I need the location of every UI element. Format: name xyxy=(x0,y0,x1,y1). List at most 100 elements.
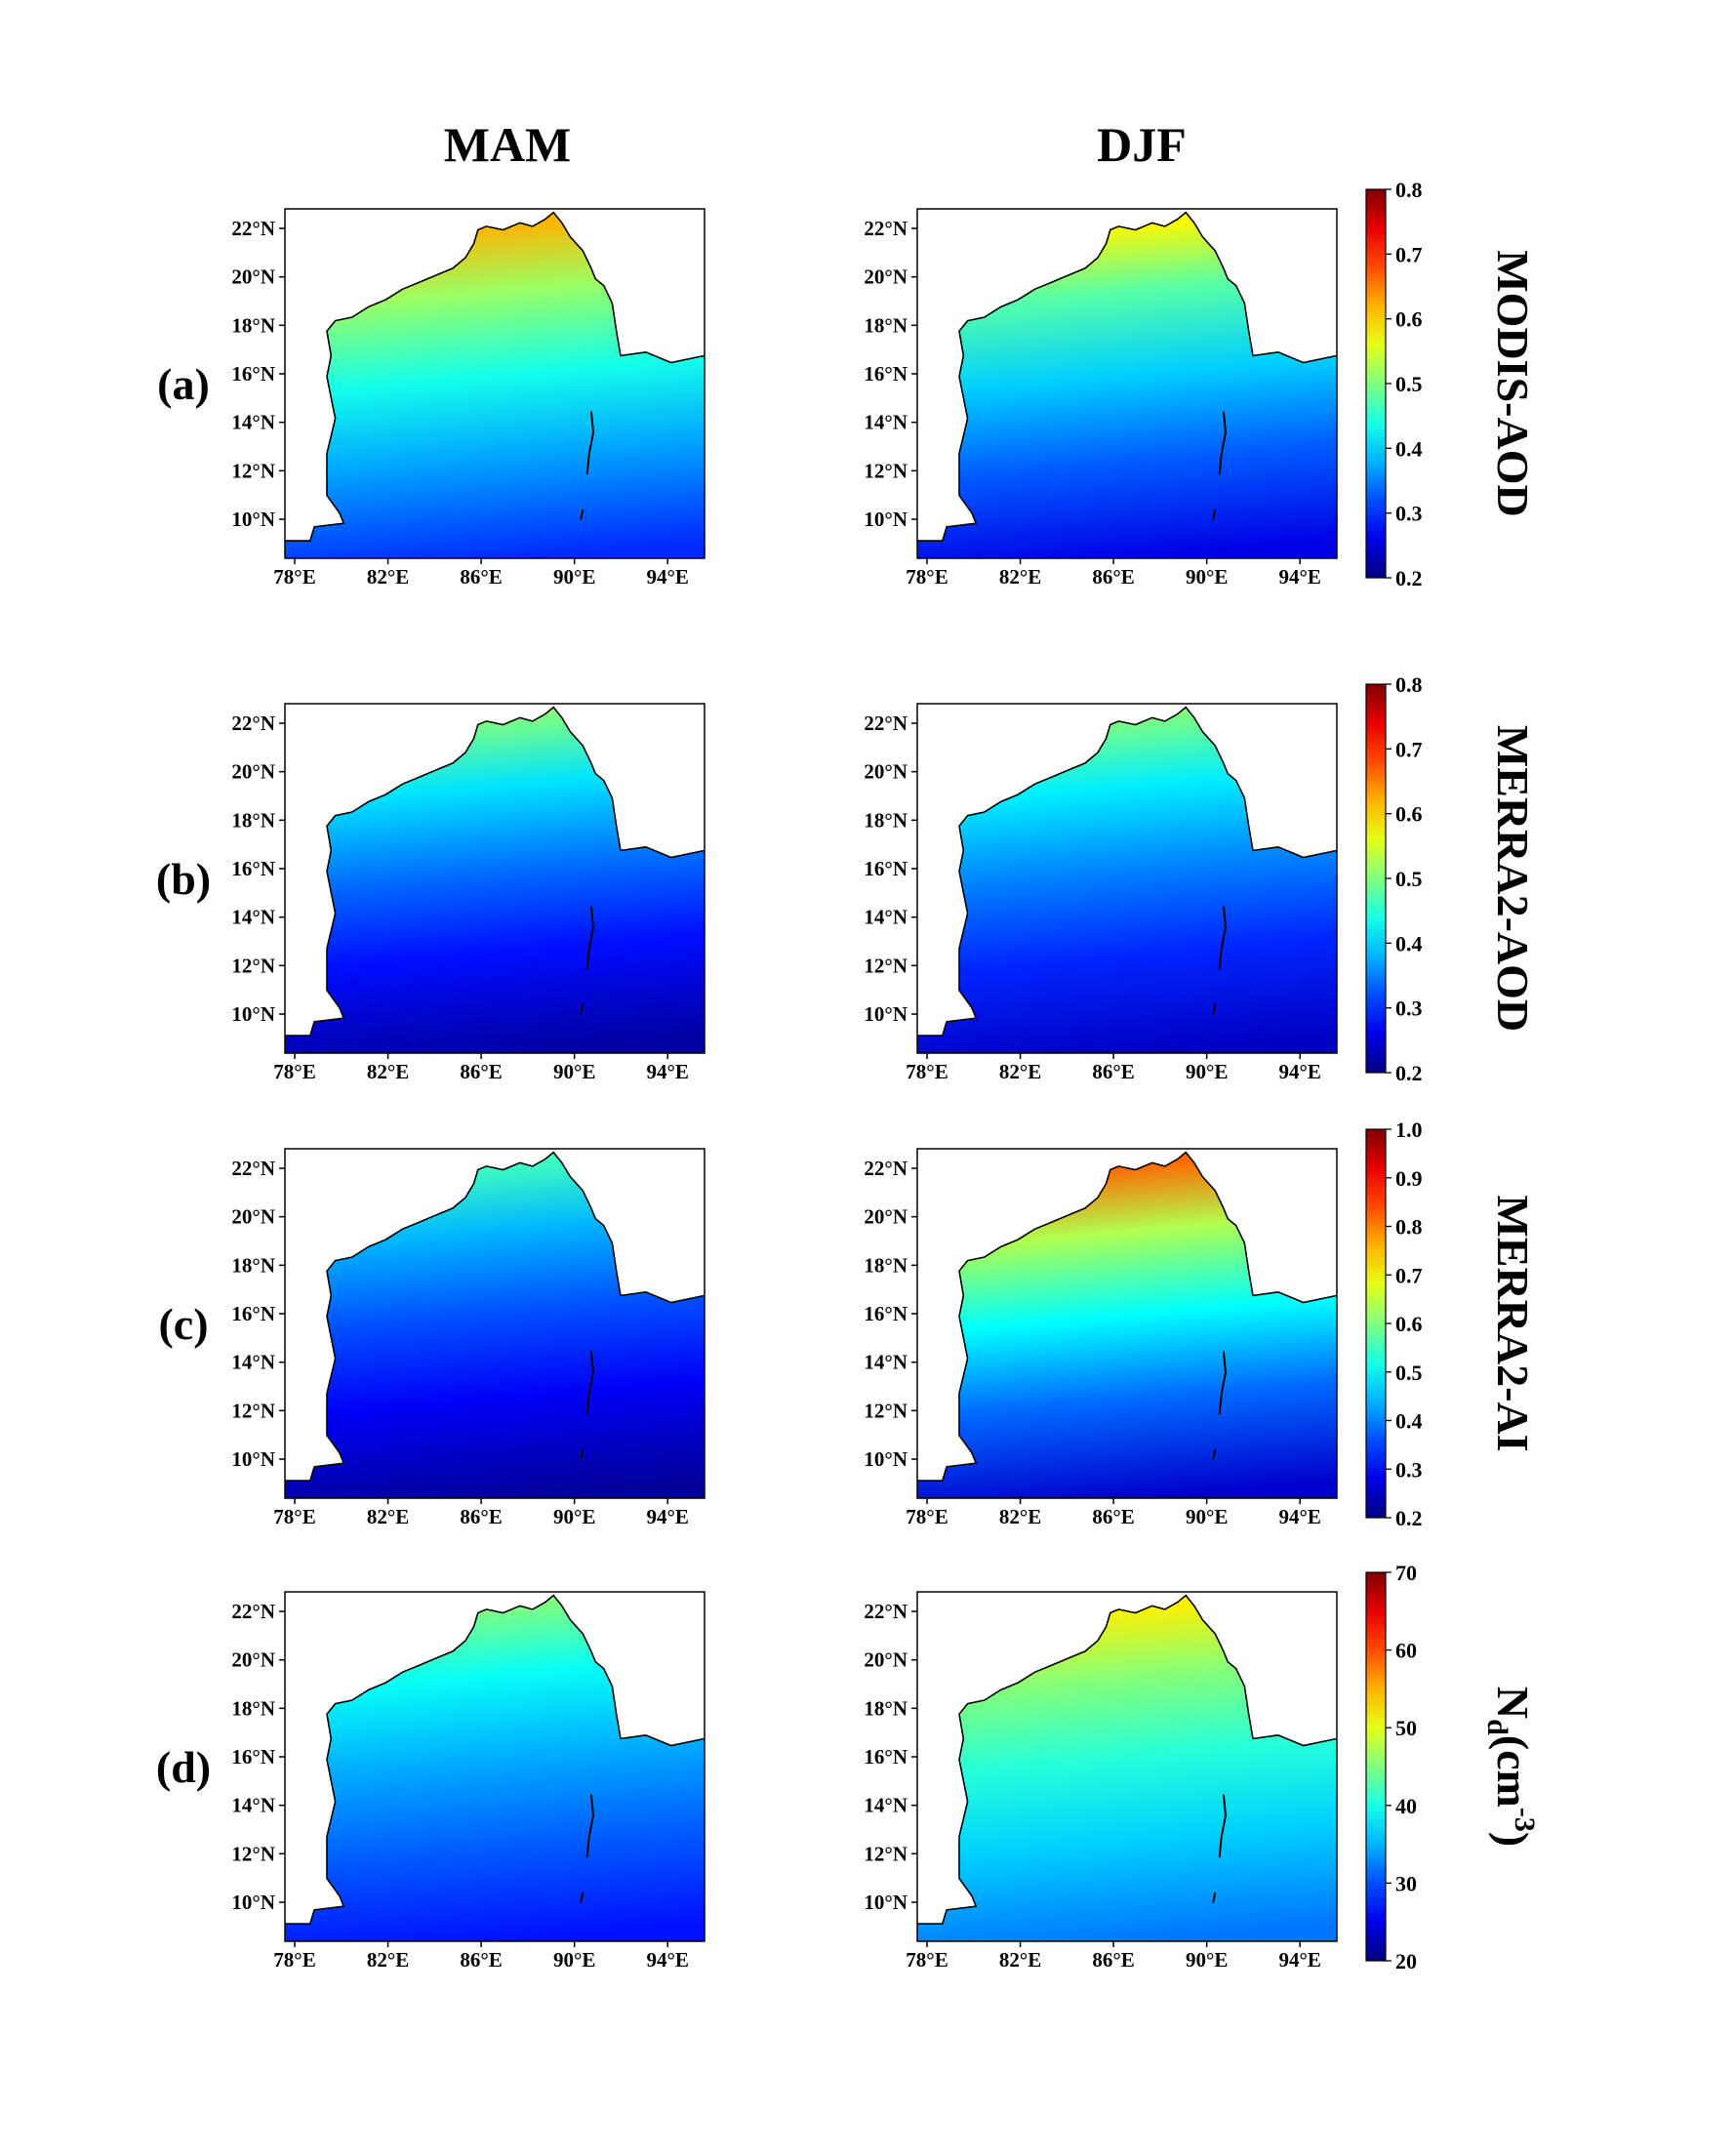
y-tick-label: 14°N xyxy=(231,1794,275,1817)
colorbar-tick-label: 0.6 xyxy=(1395,307,1423,332)
y-tick-label: 20°N xyxy=(231,1648,275,1672)
map-frame xyxy=(916,208,1338,559)
colorbar-tick-label: 0.7 xyxy=(1395,242,1423,266)
x-tick-label: 82°E xyxy=(367,1948,409,1972)
map-frame xyxy=(284,1148,706,1499)
colorbar-tick-label: 40 xyxy=(1395,1794,1417,1818)
sea-field-djf xyxy=(917,707,1337,1053)
x-tick-label: 82°E xyxy=(367,565,409,589)
y-tick-label: 14°N xyxy=(864,906,907,929)
variable-label: MERRA2-AOD xyxy=(1488,725,1538,1032)
y-tick-label: 22°N xyxy=(231,712,275,735)
island xyxy=(585,906,595,970)
sea-field-djf xyxy=(917,212,1337,558)
island xyxy=(1218,1794,1228,1858)
y-tick-label: 20°N xyxy=(864,1205,907,1229)
x-tick-label: 90°E xyxy=(1186,1060,1228,1083)
coastline xyxy=(917,1594,1338,1925)
y-tick-label: 10°N xyxy=(231,1447,275,1471)
colorbar-tick-label: 0.5 xyxy=(1395,372,1423,396)
y-tick-label: 18°N xyxy=(864,313,907,337)
x-tick-label: 78°E xyxy=(906,565,948,589)
y-tick-label: 16°N xyxy=(864,1302,907,1325)
y-tick-label: 18°N xyxy=(231,313,275,337)
y-tick-label: 22°N xyxy=(231,217,275,240)
x-tick-label: 86°E xyxy=(1092,1060,1134,1083)
row-label: (c) xyxy=(158,1299,208,1349)
sea-field-mam xyxy=(285,707,705,1053)
row-label: (a) xyxy=(157,359,210,409)
y-tick-label: 12°N xyxy=(864,459,907,482)
x-tick-label: 90°E xyxy=(1186,1948,1228,1972)
y-tick-label: 10°N xyxy=(864,1002,907,1026)
colorbar-tick-label: 0.4 xyxy=(1395,1409,1423,1434)
x-tick-label: 78°E xyxy=(906,1505,948,1528)
y-tick-label: 16°N xyxy=(231,1302,275,1325)
x-tick-label: 86°E xyxy=(460,565,502,589)
y-tick-label: 18°N xyxy=(864,808,907,832)
y-tick-label: 12°N xyxy=(231,1842,275,1865)
y-tick-label: 14°N xyxy=(231,1351,275,1374)
x-tick-label: 90°E xyxy=(1186,565,1228,589)
sea-field-djf xyxy=(917,1595,1337,1941)
row-label: (b) xyxy=(156,854,211,904)
y-tick-label: 12°N xyxy=(231,1399,275,1422)
x-tick-label: 94°E xyxy=(1279,565,1321,589)
map-frame xyxy=(916,1591,1338,1942)
y-tick-label: 22°N xyxy=(231,1157,275,1180)
colorbar-tick-label: 0.2 xyxy=(1395,566,1423,590)
y-tick-label: 18°N xyxy=(864,1253,907,1277)
x-tick-label: 82°E xyxy=(999,565,1041,589)
y-tick-label: 14°N xyxy=(864,1794,907,1817)
colorbar xyxy=(1365,188,1387,579)
island xyxy=(1218,411,1228,475)
island xyxy=(1218,1351,1228,1415)
colorbar-tick-label: 0.2 xyxy=(1395,1061,1423,1085)
row-label: (d) xyxy=(156,1742,211,1792)
y-tick-label: 20°N xyxy=(864,1648,907,1672)
colorbar-tick-label: 0.7 xyxy=(1395,1263,1423,1287)
sea-field-mam xyxy=(285,1152,705,1498)
x-tick-label: 90°E xyxy=(553,1948,595,1972)
y-tick-label: 20°N xyxy=(231,760,275,784)
island xyxy=(1212,1448,1217,1460)
colorbar-tick-label: 50 xyxy=(1395,1716,1417,1740)
variable-label: MERRA2-AI xyxy=(1488,1195,1538,1451)
column-title-mam: MAM xyxy=(444,117,572,172)
colorbar-tick-label: 30 xyxy=(1395,1871,1417,1895)
island xyxy=(1212,1003,1217,1015)
x-tick-label: 94°E xyxy=(647,1505,689,1528)
colorbar-tick-label: 0.8 xyxy=(1395,178,1423,202)
y-tick-label: 20°N xyxy=(864,760,907,784)
island xyxy=(585,1794,595,1858)
colorbar-tick-label: 0.6 xyxy=(1395,802,1423,827)
map-frame xyxy=(916,1148,1338,1499)
x-tick-label: 86°E xyxy=(460,1060,502,1083)
colorbar xyxy=(1365,1571,1387,1962)
sea-field-mam xyxy=(285,212,705,558)
y-tick-label: 16°N xyxy=(231,857,275,880)
coastline xyxy=(917,211,1338,542)
colorbar-tick-label: 0.3 xyxy=(1395,502,1423,526)
y-tick-label: 10°N xyxy=(231,1891,275,1914)
y-tick-label: 12°N xyxy=(231,954,275,977)
x-tick-label: 86°E xyxy=(1092,1948,1134,1972)
x-tick-label: 78°E xyxy=(273,1948,315,1972)
variable-label: Nd(cm-3) xyxy=(1481,1687,1541,1847)
x-tick-label: 94°E xyxy=(647,565,689,589)
colorbar-tick-label: 0.7 xyxy=(1395,737,1423,761)
x-tick-label: 82°E xyxy=(367,1060,409,1083)
colorbar-tick-label: 0.6 xyxy=(1395,1312,1423,1336)
x-tick-label: 94°E xyxy=(1279,1060,1321,1083)
colorbar-tick-label: 0.5 xyxy=(1395,1361,1423,1385)
colorbar-tick-label: 0.9 xyxy=(1395,1166,1423,1191)
x-tick-label: 94°E xyxy=(647,1060,689,1083)
y-tick-label: 10°N xyxy=(864,508,907,531)
colorbar-tick-label: 0.4 xyxy=(1395,436,1423,461)
y-tick-label: 10°N xyxy=(864,1447,907,1471)
colorbar-tick-label: 0.3 xyxy=(1395,997,1423,1021)
y-tick-label: 22°N xyxy=(864,1157,907,1180)
island xyxy=(1218,906,1228,970)
coastline xyxy=(917,706,1338,1037)
